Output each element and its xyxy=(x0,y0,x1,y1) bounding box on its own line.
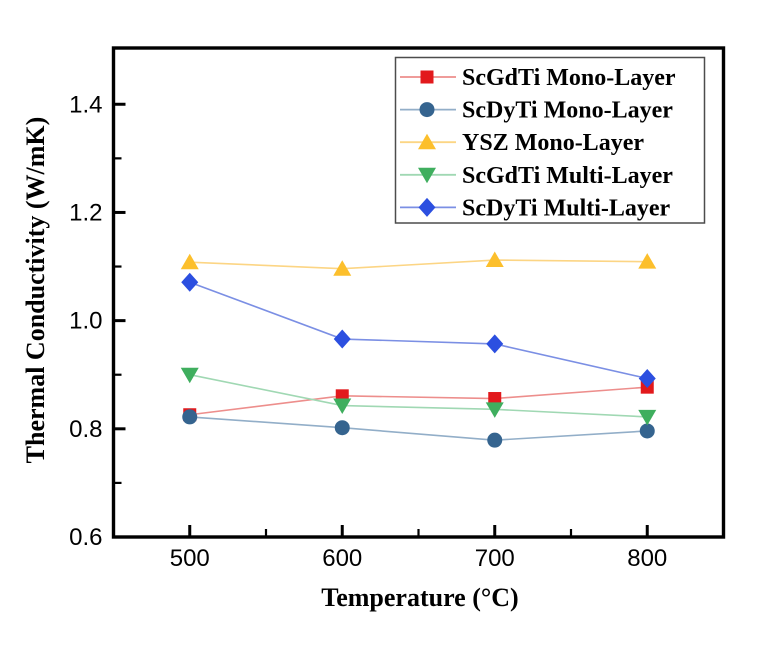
data-point-triangle-down-600 xyxy=(333,398,352,415)
legend-marker-triangle-down xyxy=(418,167,436,184)
legend-item: ScGdTi Multi-Layer xyxy=(400,163,673,189)
legend-marker-diamond xyxy=(418,197,436,217)
legend-label: ScDyTi Multi-Layer xyxy=(462,195,671,221)
data-point-diamond-600 xyxy=(333,329,351,349)
legend-item: ScGdTi Mono-Layer xyxy=(400,65,676,91)
data-point-triangle-up-800 xyxy=(638,253,657,269)
legend-label: ScDyTi Mono-Layer xyxy=(462,98,673,124)
y-axis-title: Thermal Conductivity (W/mK) xyxy=(21,117,50,464)
data-point-diamond-800 xyxy=(638,369,656,389)
legend-label: ScGdTi Mono-Layer xyxy=(462,65,676,91)
x-axis-title: Temperature (°C) xyxy=(321,583,518,612)
series-line-square xyxy=(189,386,648,416)
x-tick-label: 500 xyxy=(170,545,210,572)
axes-layer: 0.6 0.8 1.0 1.2 1.4 500 600 700 800 xyxy=(69,46,726,572)
legend-item: YSZ Mono-Layer xyxy=(400,130,644,156)
series-line-circle xyxy=(189,416,648,441)
y-tick-label: 1.4 xyxy=(69,91,102,118)
y-tick-label: 1.2 xyxy=(69,199,102,226)
legend-item: ScDyTi Multi-Layer xyxy=(400,195,671,221)
legend-label: YSZ Mono-Layer xyxy=(462,130,644,156)
legend-marker-square xyxy=(420,70,434,84)
y-tick-label: 0.8 xyxy=(69,416,102,443)
series-layer xyxy=(180,251,657,448)
data-point-triangle-up-600 xyxy=(333,260,352,276)
data-point-triangle-down-700 xyxy=(485,402,504,418)
legend: ScGdTi Mono-Layer ScDyTi Mono-Layer YSZ Mo… xyxy=(394,56,706,224)
data-point-square-700 xyxy=(488,392,502,406)
plot-border xyxy=(111,46,726,539)
data-point-triangle-down-500 xyxy=(180,367,199,384)
y-tick-label: 0.6 xyxy=(69,524,102,551)
legend-marker-circle xyxy=(419,102,435,118)
legend-item: ScDyTi Mono-Layer xyxy=(400,98,673,124)
data-point-circle-600 xyxy=(334,420,350,436)
data-point-triangle-down-800 xyxy=(638,409,657,426)
data-point-circle-700 xyxy=(487,432,503,448)
legend-box xyxy=(394,56,706,224)
data-point-triangle-up-500 xyxy=(180,253,199,270)
data-point-circle-800 xyxy=(639,423,655,439)
data-point-diamond-500 xyxy=(181,272,199,292)
data-point-triangle-up-700 xyxy=(485,251,504,268)
x-tick-label: 800 xyxy=(627,545,667,572)
legend-marker-triangle-up xyxy=(418,133,436,150)
x-tick-label: 600 xyxy=(322,545,362,572)
legend-label: ScGdTi Multi-Layer xyxy=(462,163,673,189)
series-line-triangle-up xyxy=(189,259,648,270)
y-tick-label: 1.0 xyxy=(69,308,102,335)
series-line-diamond xyxy=(189,281,648,380)
series-line-triangle-down xyxy=(189,373,648,418)
data-point-circle-500 xyxy=(182,409,198,425)
x-tick-label: 700 xyxy=(475,545,515,572)
data-point-diamond-700 xyxy=(486,334,504,354)
